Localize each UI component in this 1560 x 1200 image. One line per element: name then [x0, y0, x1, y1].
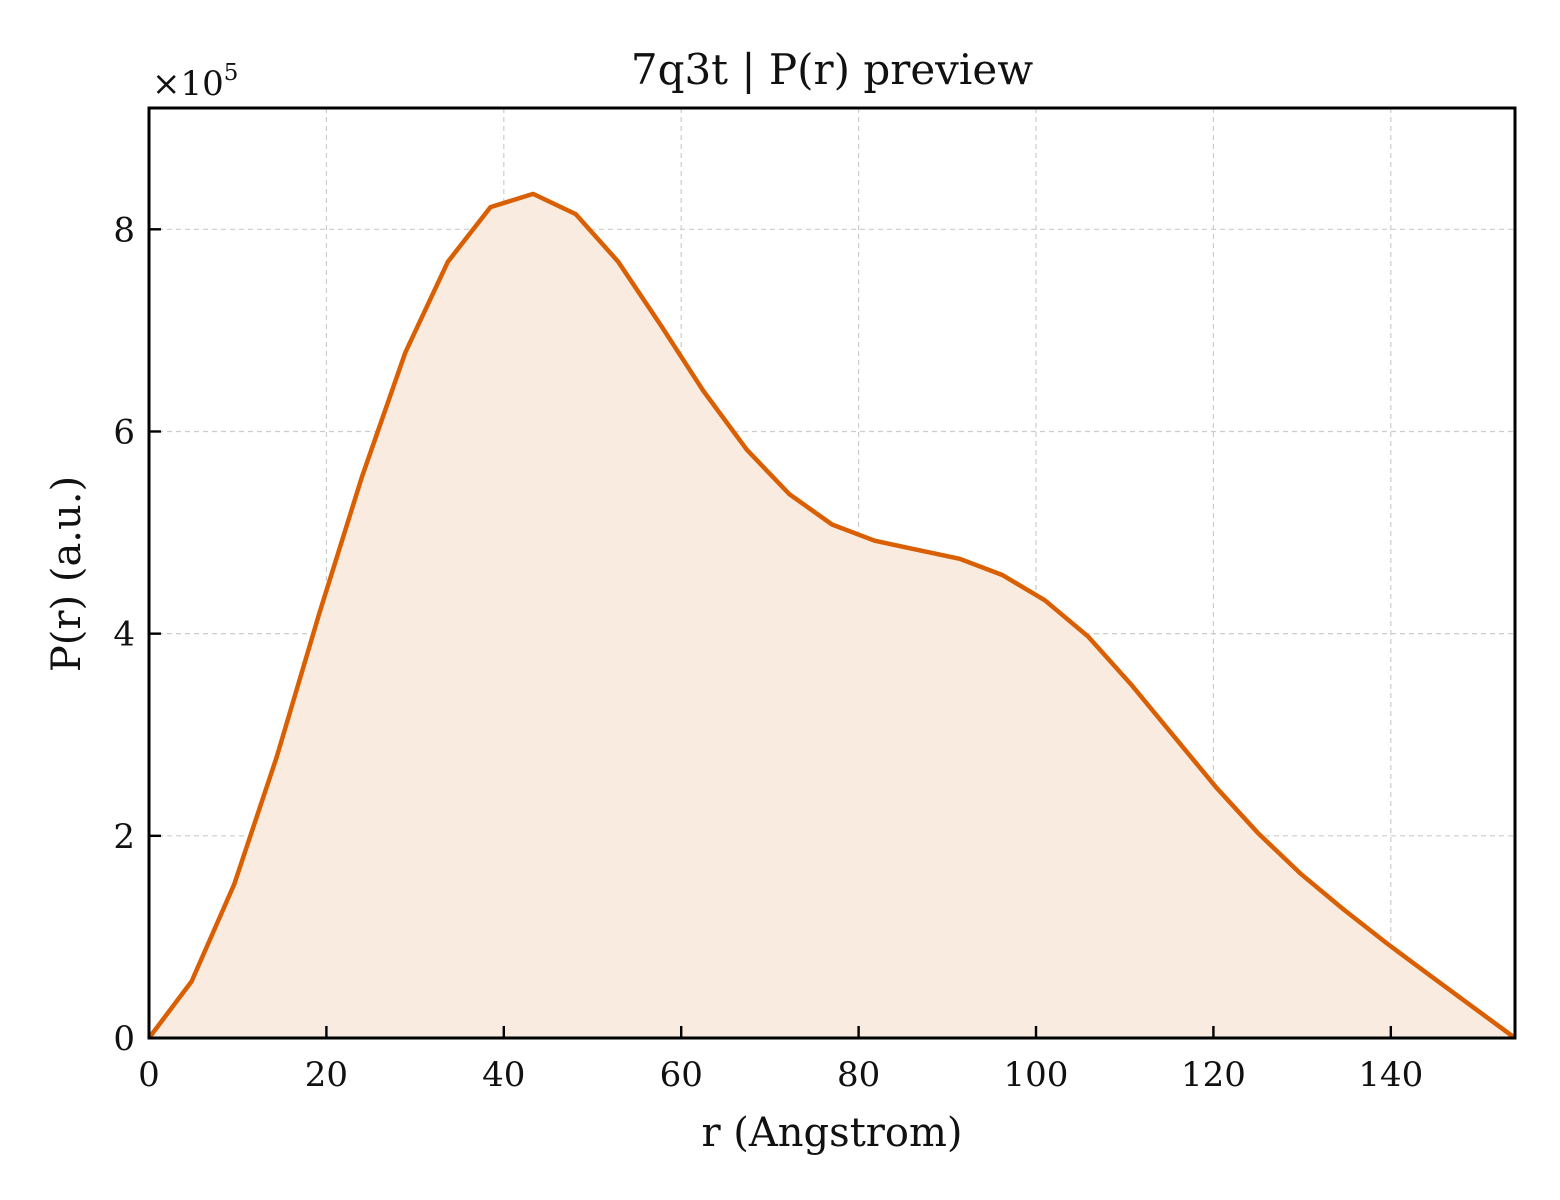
y-tick-label: 8 — [113, 210, 135, 250]
x-tick-label: 120 — [1181, 1055, 1246, 1095]
y-tick-label: 4 — [113, 615, 135, 655]
series-area-fill — [149, 193, 1515, 1038]
chart-title: 7q3t | P(r) preview — [631, 45, 1033, 94]
x-tick-label: 140 — [1358, 1055, 1423, 1095]
x-axis-ticks: 0 20 40 60 80 100 120 140 — [138, 1026, 1423, 1095]
y-axis-multiplier: ×105 — [152, 60, 238, 104]
x-tick-label: 80 — [837, 1055, 880, 1095]
y-tick-label: 0 — [113, 1019, 135, 1059]
x-tick-label: 60 — [660, 1055, 703, 1095]
x-tick-label: 20 — [305, 1055, 348, 1095]
y-tick-label: 2 — [113, 817, 135, 857]
x-tick-label: 40 — [482, 1055, 525, 1095]
x-tick-label: 0 — [138, 1055, 160, 1095]
x-tick-label: 100 — [1004, 1055, 1069, 1095]
y-axis-ticks: 0 2 4 6 8 — [113, 210, 161, 1059]
y-tick-label: 6 — [113, 412, 135, 452]
plot-frame — [147, 106, 1517, 1040]
series-line — [147, 191, 1517, 1040]
y-axis-label: P(r) (a.u.) — [44, 476, 90, 672]
x-axis-label: r (Angstrom) — [701, 1110, 962, 1156]
